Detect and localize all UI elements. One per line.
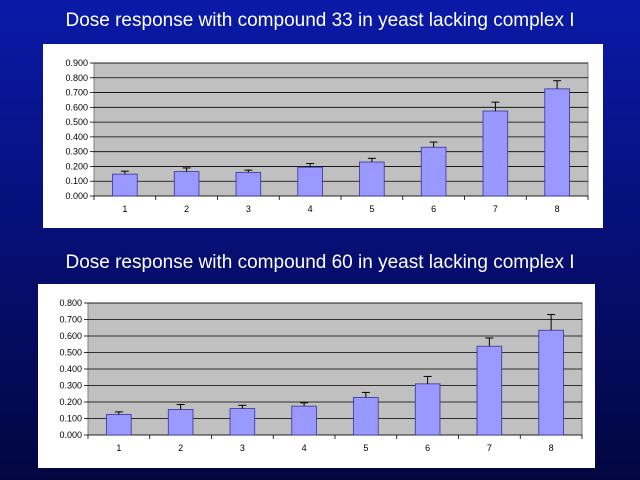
chart-2-y-tick-label: 0.700 (59, 315, 82, 325)
chart-2-title: Dose response with compound 60 in yeast … (65, 252, 575, 273)
chart-2-y-tick-label: 0.400 (59, 364, 82, 374)
chart-1-y-tick-label: 0.500 (65, 117, 88, 127)
chart-2-bar-2 (167, 409, 194, 436)
chart-1-y-tick-label: 0.400 (65, 132, 88, 142)
chart-1-x-tick-label: 2 (184, 204, 189, 214)
chart-2-bar-1 (106, 413, 132, 436)
chart-2-bar-4 (291, 405, 317, 436)
chart-2-y-tick-label: 0.300 (59, 381, 82, 391)
chart-2-bar-5 (353, 396, 379, 436)
chart-1-x-tick-label: 3 (246, 204, 251, 214)
chart-2-y-tick-label: 0.200 (59, 397, 82, 407)
chart-1-bar-2 (173, 171, 200, 197)
chart-2-y-tick-label: 0.500 (59, 348, 82, 358)
chart-1-panel: 0.000 0.100 0.200 0.300 0.400 0.500 0.600 0.700… (43, 44, 603, 228)
chart-2-x-tick-label: 5 (363, 443, 368, 453)
chart-1-x-tick-label: 8 (555, 204, 560, 214)
chart-1-bar-3 (235, 171, 262, 197)
chart-1-y-tick-label: 0.700 (65, 88, 88, 98)
chart-1-y-tick-label: 0.100 (65, 176, 88, 186)
chart-1-x-tick-label: 4 (308, 204, 313, 214)
chart-2-bar-3 (229, 408, 256, 436)
chart-1-bar-6 (420, 146, 447, 197)
chart-2-bar-8 (538, 329, 564, 436)
chart-1-title: Dose response with compound 33 in yeast … (65, 10, 575, 31)
chart-1-plot-area (93, 62, 589, 197)
chart-2-y-tick-label: 0.600 (59, 331, 82, 341)
chart-1-bar-8 (544, 88, 570, 197)
chart-2-x-tick-label: 8 (549, 443, 554, 453)
chart-2-x-tick-label: 6 (425, 443, 430, 453)
chart-2-x-tick-label: 7 (487, 443, 492, 453)
chart-1-y-tick-label: 0.000 (65, 191, 88, 201)
chart-2-bar-7 (476, 345, 503, 436)
chart-2-x-tick-label: 4 (302, 443, 307, 453)
chart-2-svg: 0.000 0.100 0.200 0.300 0.400 0.500 0.600 0.700… (59, 298, 583, 453)
chart-1-bar-4 (297, 166, 323, 197)
chart-2-x-tick-label: 3 (240, 443, 245, 453)
chart-2-y-tick-label: 0.800 (59, 298, 82, 308)
chart-2-y-tick-label: 0.000 (59, 430, 82, 440)
chart-2-panel: 0.000 0.100 0.200 0.300 0.400 0.500 0.600 0.700… (38, 284, 595, 468)
chart-1-bar-1 (112, 173, 138, 197)
chart-1-x-tick-label: 6 (431, 204, 436, 214)
chart-1-y-tick-label: 0.600 (65, 102, 88, 112)
chart-1-x-tick-label: 1 (122, 204, 127, 214)
chart-1-svg: 0.000 0.100 0.200 0.300 0.400 0.500 0.600 0.700… (65, 58, 589, 214)
chart-1-y-tick-label: 0.200 (65, 161, 88, 171)
chart-1-y-tick-label: 0.300 (65, 147, 88, 157)
chart-2-y-tick-label: 0.100 (59, 414, 82, 424)
chart-2-x-tick-label: 1 (116, 443, 121, 453)
chart-1-bar-5 (359, 161, 385, 197)
chart-1-y-tick-label: 0.900 (65, 58, 88, 68)
chart-1-x-tick-label: 5 (369, 204, 374, 214)
chart-1-x-tick-label: 7 (493, 204, 498, 214)
chart-1-bar-7 (482, 110, 509, 197)
chart-2-x-tick-label: 2 (178, 443, 183, 453)
chart-1-y-tick-label: 0.800 (65, 73, 88, 83)
chart-2-bar-6 (414, 383, 441, 436)
